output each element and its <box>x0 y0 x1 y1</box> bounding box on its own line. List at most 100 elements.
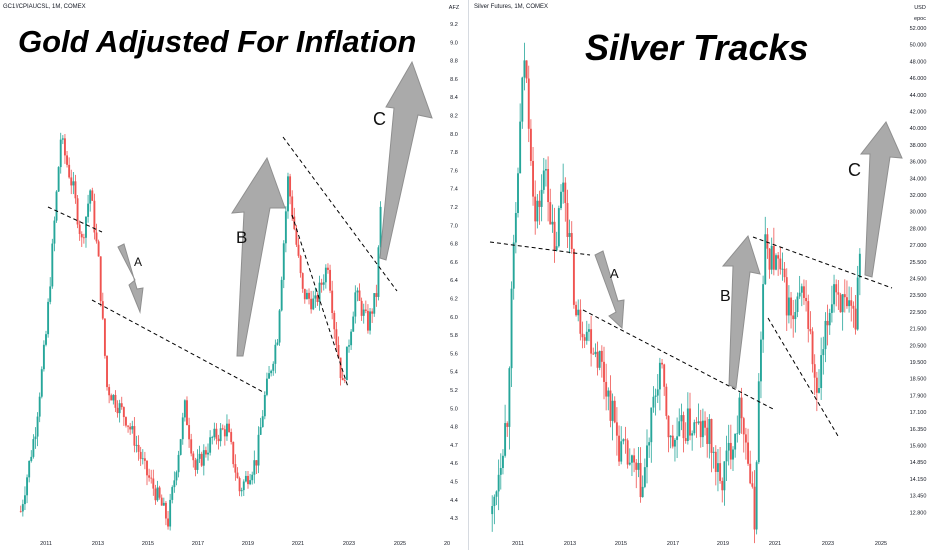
time-tick-label: 2025 <box>875 541 887 547</box>
candle-body <box>738 397 741 434</box>
silver-chart-svg: Silver Futures, 1M, COMEX Silver Tracks … <box>474 4 927 547</box>
candle-body <box>345 346 348 381</box>
candle-body <box>618 435 620 462</box>
price-tick-label: 52.000 <box>910 26 927 32</box>
wave-label-b: B <box>236 228 247 247</box>
candle-body <box>194 460 197 470</box>
candle-body <box>628 462 631 465</box>
candle-body <box>358 290 361 301</box>
candle-body <box>807 301 810 329</box>
candle-body <box>605 381 608 397</box>
candle-body <box>108 387 111 396</box>
candle-body <box>255 460 258 466</box>
candle-body <box>284 211 287 244</box>
candle-body <box>263 394 266 417</box>
candle-body <box>61 138 64 140</box>
price-tick-label: 22.500 <box>910 310 927 316</box>
price-tick-label: 20.500 <box>910 343 927 349</box>
candle-body <box>502 455 504 469</box>
candle-body <box>364 309 367 311</box>
time-tick-label: 2019 <box>242 541 254 547</box>
candle-body <box>261 416 264 428</box>
candle-body <box>177 454 180 473</box>
time-tick-label: 2023 <box>822 541 834 547</box>
candle-body <box>491 506 494 515</box>
candle-body <box>219 428 222 442</box>
candle-body <box>91 190 94 201</box>
candle-body <box>848 300 851 307</box>
candle-body <box>590 329 593 354</box>
candle-body <box>856 277 859 330</box>
candle-body <box>118 403 121 414</box>
candle-body <box>671 435 674 447</box>
candle-body <box>156 487 159 501</box>
candle-body <box>680 415 683 422</box>
candle-body <box>719 463 722 481</box>
candle-body <box>356 290 359 293</box>
candle-body <box>282 243 285 280</box>
candle-body <box>577 309 580 316</box>
candle-body <box>183 400 186 418</box>
gold-chart-panel[interactable]: GC1!/CPIAUCSL, 1M, COMEX Gold Adjusted F… <box>0 0 470 550</box>
candle-body <box>744 434 747 443</box>
candle-body <box>809 328 812 332</box>
candle-body <box>517 173 519 213</box>
candle-body <box>150 477 153 479</box>
price-tick-label: 42.000 <box>910 110 927 116</box>
candle-body <box>268 373 270 379</box>
candle-body <box>122 407 125 418</box>
candle-body <box>289 176 292 197</box>
silver-price-axis: 52.000 50.000 48.000 46.000 44.000 42.000 40.0… <box>910 26 927 516</box>
price-tick-label: 5.0 <box>450 406 458 412</box>
candle-body <box>198 453 201 459</box>
candle-body <box>729 442 732 460</box>
price-tick-label: 18.500 <box>910 377 927 383</box>
candle-body <box>303 288 306 300</box>
candle-body <box>329 269 332 291</box>
candle-body <box>167 518 169 527</box>
gold-chart-svg: GC1!/CPIAUCSL, 1M, COMEX Gold Adjusted F… <box>3 4 460 547</box>
projection-arrow <box>594 250 625 330</box>
price-tick-label: 4.4 <box>450 498 458 504</box>
candle-body <box>665 386 668 416</box>
candle-body <box>327 267 329 270</box>
candle-body <box>274 344 277 364</box>
candle-body <box>699 421 702 438</box>
candle-body <box>747 442 749 464</box>
candle-body <box>691 433 694 436</box>
candle-body <box>545 169 547 171</box>
candle-body <box>66 155 68 165</box>
candle-body <box>97 241 100 257</box>
gold-title: Gold Adjusted For Inflation <box>18 24 416 59</box>
price-tick-label: 9.0 <box>450 40 458 46</box>
candle-body <box>796 296 799 312</box>
candle-body <box>592 353 595 355</box>
candle-body <box>757 381 760 463</box>
candle-body <box>343 380 346 381</box>
candle-body <box>209 437 212 453</box>
candle-body <box>19 511 22 513</box>
candle-body <box>755 462 758 530</box>
price-tick-label: 4.5 <box>450 480 458 486</box>
candle-body <box>21 504 24 512</box>
candle-body <box>49 286 52 302</box>
silver-time-axis: 2011 2013 2015 2017 2019 2021 2023 2025 <box>512 541 887 547</box>
price-tick-label: 34.000 <box>910 176 927 182</box>
time-tick-label: 20 <box>444 541 450 547</box>
candle-body <box>249 480 252 485</box>
candle-body <box>265 378 268 395</box>
time-tick-label: 2019 <box>717 541 729 547</box>
silver-candles <box>491 42 861 544</box>
candle-body <box>839 294 842 313</box>
silver-chart-panel[interactable]: Silver Futures, 1M, COMEX Silver Tracks … <box>470 0 932 550</box>
candle-body <box>207 452 209 455</box>
candle-body <box>643 467 646 487</box>
candle-body <box>74 181 77 199</box>
candle-body <box>732 449 734 460</box>
candle-body <box>337 344 340 358</box>
candle-body <box>721 480 724 491</box>
candle-body <box>38 396 41 417</box>
candle-body <box>78 224 81 234</box>
candle-body <box>192 453 195 461</box>
candle-body <box>514 212 517 243</box>
